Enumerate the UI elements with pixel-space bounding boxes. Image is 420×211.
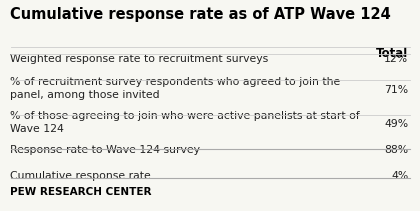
Text: % of those agreeing to join who were active panelists at start of
Wave 124: % of those agreeing to join who were act… [10,111,360,134]
Text: 4%: 4% [391,171,408,181]
Text: Total: Total [376,47,408,61]
Text: Response rate to Wave 124 survey: Response rate to Wave 124 survey [10,145,200,154]
Text: % of recruitment survey respondents who agreed to join the
panel, among those in: % of recruitment survey respondents who … [10,77,341,100]
Text: PEW RESEARCH CENTER: PEW RESEARCH CENTER [10,187,152,197]
Text: 49%: 49% [384,119,408,129]
Text: 88%: 88% [384,145,408,154]
Text: Weighted response rate to recruitment surveys: Weighted response rate to recruitment su… [10,54,269,64]
Text: 12%: 12% [384,54,408,64]
Text: Cumulative response rate as of ATP Wave 124: Cumulative response rate as of ATP Wave … [10,7,391,22]
Text: 71%: 71% [384,85,408,95]
Text: Cumulative response rate: Cumulative response rate [10,171,151,181]
